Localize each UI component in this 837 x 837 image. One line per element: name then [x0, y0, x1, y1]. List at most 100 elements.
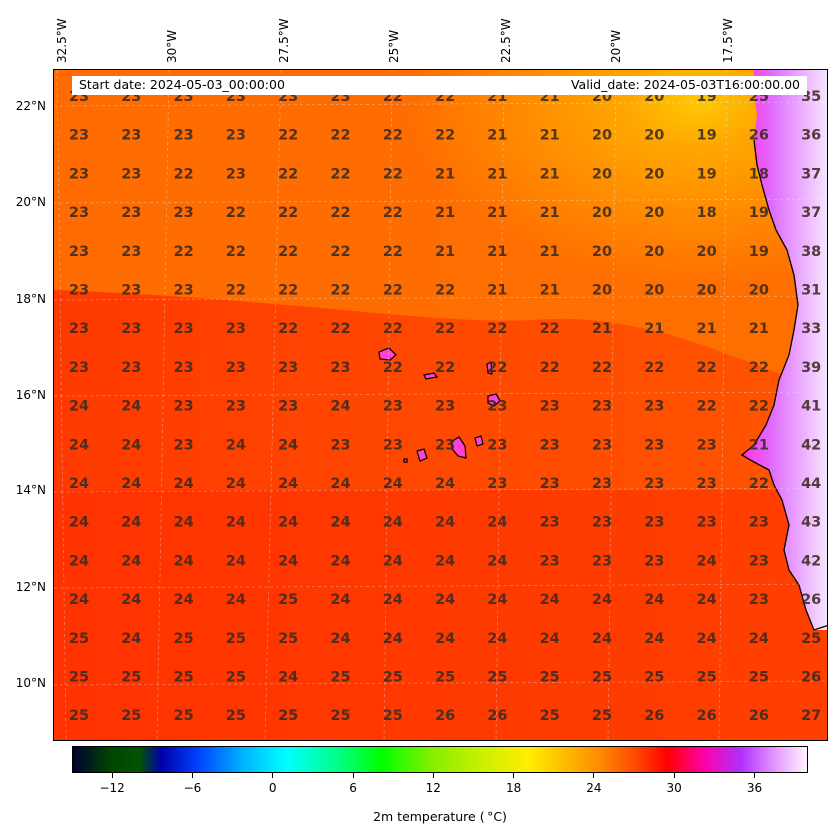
grid-value-r10-c9: 23 — [540, 476, 560, 492]
grid-value-r12-c12: 24 — [697, 553, 717, 569]
grid-value-r5-c3: 22 — [226, 283, 246, 299]
warm-core — [304, 70, 827, 400]
grid-value-r2-c10: 20 — [592, 166, 612, 182]
grid-value-r4-c6: 22 — [383, 244, 403, 260]
valid-date-label: Valid_date: 2024-05-03T16:00:00.00 — [570, 77, 800, 92]
colorbar-tick-label: 12 — [425, 781, 441, 795]
grid-value-r6-c0: 23 — [69, 321, 89, 337]
grid-value-r1-c8: 21 — [487, 128, 507, 144]
grid-value-r6-c14: 33 — [801, 321, 821, 337]
lon-label-20w: 20°W — [609, 29, 623, 63]
grid-value-r10-c10: 23 — [592, 476, 612, 492]
grid-value-r16-c7: 26 — [435, 708, 455, 724]
grid-value-r5-c14: 31 — [801, 283, 821, 299]
grid-value-r3-c5: 22 — [330, 205, 350, 221]
grid-value-r10-c1: 24 — [121, 476, 141, 492]
colorbar-tick — [593, 773, 595, 778]
grid-value-r3-c1: 23 — [121, 205, 141, 221]
colorbar-tick — [272, 773, 274, 778]
grid-value-r1-c2: 23 — [174, 128, 194, 144]
grid-value-r7-c3: 23 — [226, 360, 246, 376]
grid-value-r3-c4: 22 — [278, 205, 298, 221]
grid-value-r15-c13: 25 — [749, 670, 769, 686]
grid-value-r5-c8: 21 — [487, 283, 507, 299]
temperature-map[interactable]: 23 23 23 23 23 23 22 22 21 21 20 20 19 25 35 23 23 23 23 22… — [53, 69, 828, 741]
grid-value-r1-c13: 26 — [749, 128, 769, 144]
grid-value-r6-c1: 23 — [121, 321, 141, 337]
grid-value-r3-c2: 23 — [174, 205, 194, 221]
grid-value-r15-c2: 25 — [174, 670, 194, 686]
grid-value-r12-c5: 24 — [330, 553, 350, 569]
grid-value-r8-c5: 24 — [330, 399, 350, 415]
grid-value-r13-c2: 24 — [174, 592, 194, 608]
grid-value-r4-c10: 20 — [592, 244, 612, 260]
grid-value-r16-c4: 25 — [278, 708, 298, 724]
grid-value-r5-c5: 22 — [330, 283, 350, 299]
grid-value-r12-c4: 24 — [278, 553, 298, 569]
grid-value-r9-c9: 23 — [540, 437, 560, 453]
grid-value-r3-c8: 21 — [487, 205, 507, 221]
colorbar-tick-label: −12 — [99, 781, 125, 795]
grid-value-r12-c7: 24 — [435, 553, 455, 569]
colorbar-tick — [753, 773, 755, 778]
grid-value-r6-c2: 23 — [174, 321, 194, 337]
grid-value-r3-c10: 20 — [592, 205, 612, 221]
grid-value-r13-c14: 26 — [801, 592, 821, 608]
grid-value-r13-c9: 24 — [540, 592, 560, 608]
grid-value-r16-c0: 25 — [69, 708, 89, 724]
grid-value-r9-c0: 24 — [69, 437, 89, 453]
grid-value-r6-c12: 21 — [697, 321, 717, 337]
grid-value-r11-c0: 24 — [69, 515, 89, 531]
grid-value-r8-c10: 23 — [592, 399, 612, 415]
grid-value-r5-c7: 22 — [435, 283, 455, 299]
grid-value-r16-c2: 25 — [174, 708, 194, 724]
grid-value-r5-c0: 23 — [69, 283, 89, 299]
lat-label-10n: 10°N — [15, 676, 46, 690]
grid-value-r16-c13: 26 — [749, 708, 769, 724]
grid-value-r2-c7: 21 — [435, 166, 455, 182]
grid-value-r14-c11: 24 — [644, 631, 664, 647]
lat-label-22n: 22°N — [15, 99, 46, 113]
grid-value-r10-c2: 24 — [174, 476, 194, 492]
grid-value-r8-c3: 23 — [226, 399, 246, 415]
grid-value-r4-c2: 22 — [174, 244, 194, 260]
grid-value-r14-c8: 24 — [487, 631, 507, 647]
grid-value-r11-c11: 23 — [644, 515, 664, 531]
grid-value-r4-c14: 38 — [801, 244, 821, 260]
grid-value-r13-c11: 24 — [644, 592, 664, 608]
grid-value-r14-c12: 24 — [697, 631, 717, 647]
grid-value-r2-c11: 20 — [644, 166, 664, 182]
grid-value-r11-c6: 24 — [383, 515, 403, 531]
grid-value-r4-c3: 22 — [226, 244, 246, 260]
grid-value-r14-c3: 25 — [226, 631, 246, 647]
grid-value-r1-c5: 22 — [330, 128, 350, 144]
grid-value-r6-c13: 21 — [749, 321, 769, 337]
grid-value-r9-c4: 24 — [278, 437, 298, 453]
grid-value-r7-c1: 23 — [121, 360, 141, 376]
grid-value-r14-c1: 24 — [121, 631, 141, 647]
grid-value-r15-c9: 25 — [540, 670, 560, 686]
grid-value-r16-c10: 25 — [592, 708, 612, 724]
grid-value-r15-c0: 25 — [69, 670, 89, 686]
grid-value-r6-c4: 22 — [278, 321, 298, 337]
grid-value-r13-c12: 24 — [697, 592, 717, 608]
lon-label-17-5w: 17.5°W — [721, 18, 735, 63]
grid-value-r15-c8: 25 — [487, 670, 507, 686]
grid-value-r16-c5: 25 — [330, 708, 350, 724]
grid-value-r10-c13: 22 — [749, 476, 769, 492]
grid-value-r10-c11: 23 — [644, 476, 664, 492]
lon-label-32-5w: 32.5°W — [55, 18, 69, 63]
grid-value-r7-c2: 23 — [174, 360, 194, 376]
grid-value-r11-c12: 23 — [697, 515, 717, 531]
grid-value-r11-c1: 24 — [121, 515, 141, 531]
grid-value-r2-c4: 22 — [278, 166, 298, 182]
grid-value-r5-c10: 20 — [592, 283, 612, 299]
grid-value-r10-c14: 44 — [801, 476, 821, 492]
grid-value-r3-c12: 18 — [697, 205, 717, 221]
grid-value-r1-c4: 22 — [278, 128, 298, 144]
grid-value-r16-c3: 25 — [226, 708, 246, 724]
grid-value-r12-c10: 23 — [592, 553, 612, 569]
grid-value-r3-c0: 23 — [69, 205, 89, 221]
colorbar-tick-label: 18 — [505, 781, 522, 795]
